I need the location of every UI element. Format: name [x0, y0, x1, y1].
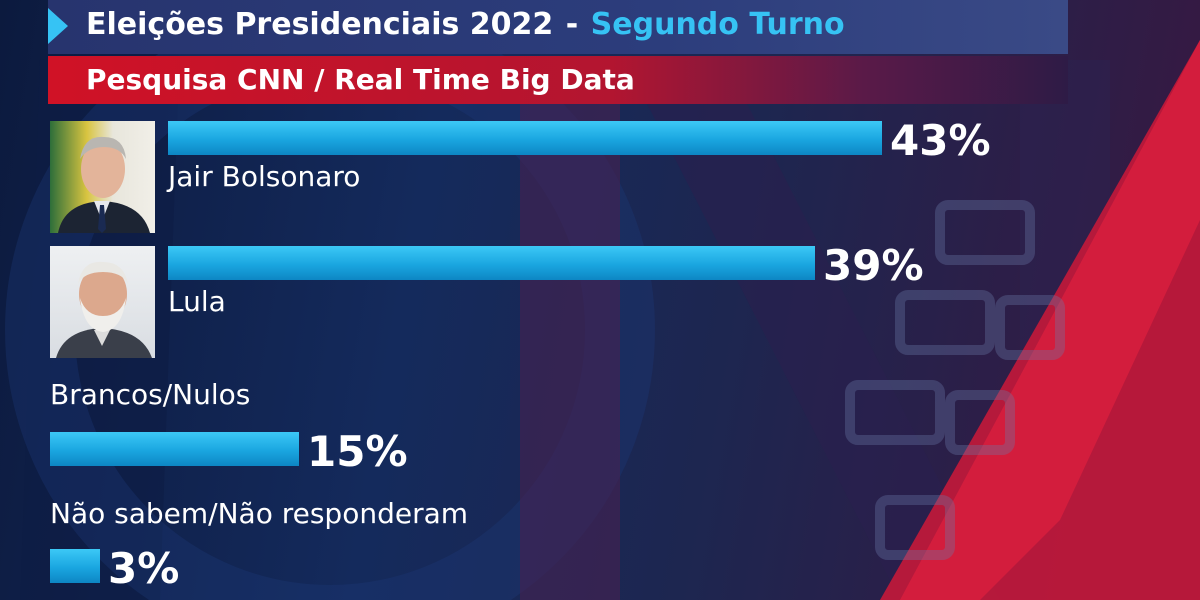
poll-source: Pesquisa CNN / Real Time Big Data [86, 63, 635, 96]
title-round: Segundo Turno [590, 7, 845, 42]
subheader-bar: Pesquisa CNN / Real Time Big Data [48, 56, 1068, 104]
category-label-brancos: Brancos/Nulos [50, 378, 251, 411]
bar-lula [168, 246, 815, 280]
bar-bolsonaro [168, 121, 882, 155]
bolsonaro-photo [50, 121, 155, 233]
bar-nao-sabem [50, 549, 100, 583]
title-separator: - [565, 7, 579, 42]
candidate-name-bolsonaro: Jair Bolsonaro [168, 160, 361, 193]
value-label-lula: 39% [823, 241, 924, 290]
value-label-bolsonaro: 43% [890, 116, 991, 165]
value-label-brancos-nulos: 15% [307, 427, 408, 476]
bar-brancos-nulos [50, 432, 299, 466]
header-bar: Eleições Presidenciais 2022 - Segundo Tu… [48, 0, 1068, 54]
value-label-nao-sabem: 3% [108, 544, 180, 593]
candidate-name-lula: Lula [168, 285, 226, 318]
chart-title: Eleições Presidenciais 2022 - Segundo Tu… [86, 4, 845, 46]
play-arrow-icon [48, 8, 68, 44]
title-main: Eleições Presidenciais 2022 [86, 7, 554, 42]
lula-photo [50, 246, 155, 358]
category-label-nao-sabem: Não sabem/Não responderam [50, 497, 469, 530]
